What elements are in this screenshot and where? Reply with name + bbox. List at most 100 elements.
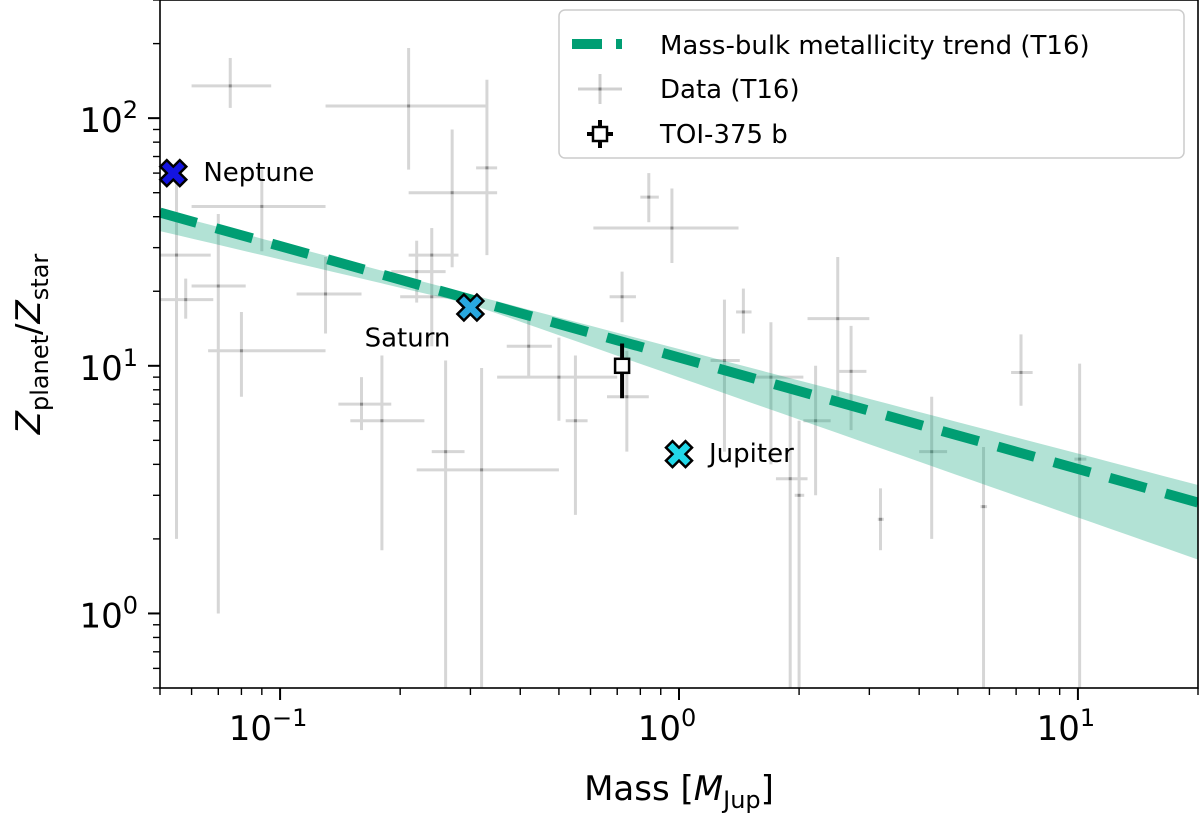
data-point-marker xyxy=(836,317,840,321)
data-point-marker xyxy=(430,295,434,299)
data-point xyxy=(350,355,425,551)
y-tick-exponent: 2 xyxy=(123,96,138,124)
data-point xyxy=(980,447,988,688)
x-axis-label-close: ] xyxy=(761,769,774,809)
data-point-marker xyxy=(879,517,883,521)
planet-jupiter xyxy=(664,439,694,469)
x-tick-label: 100 xyxy=(638,704,697,749)
y-tick-label: 102 xyxy=(79,96,138,141)
data-point-marker xyxy=(1019,370,1023,374)
y-axis-label-sub2: star xyxy=(26,254,54,301)
data-point-marker xyxy=(741,310,745,314)
data-point xyxy=(609,271,636,323)
data-point xyxy=(807,257,870,397)
data-point xyxy=(1011,334,1033,406)
data-point-marker xyxy=(722,359,726,363)
data-point xyxy=(208,311,326,397)
y-tick-label: 100 xyxy=(79,591,138,636)
x-axis-label-main: Mass [ xyxy=(584,769,694,809)
x-tick-base: 10 xyxy=(229,709,272,749)
data-point-marker xyxy=(480,468,484,472)
legend: Mass-bulk metallicity trend (T16) Data (… xyxy=(558,9,1185,159)
data-point-marker xyxy=(769,375,773,379)
x-axis: 10−1 100 101 xyxy=(159,688,1199,749)
data-point xyxy=(431,360,465,688)
legend-data-label: Data (T16) xyxy=(660,75,800,105)
data-point-marker xyxy=(849,369,853,373)
planet-jupiter-label: Jupiter xyxy=(707,439,794,469)
data-point xyxy=(794,420,805,688)
planet-neptune-label: Neptune xyxy=(203,158,314,188)
data-point xyxy=(296,257,362,334)
data-point-marker xyxy=(380,419,384,423)
data-point-marker xyxy=(670,226,674,230)
data-point xyxy=(775,383,808,688)
data-point xyxy=(191,214,246,614)
solar-planets-group: Neptune Saturn Jupiter xyxy=(158,158,794,469)
trend-line xyxy=(160,207,1198,508)
data-point-marker xyxy=(814,419,818,423)
data-point xyxy=(325,47,487,170)
x-tick-exponent: 0 xyxy=(681,704,696,732)
data-point-marker xyxy=(239,349,243,353)
data-point-marker xyxy=(620,295,624,299)
x-tick-base: 10 xyxy=(1037,709,1080,749)
data-point-marker xyxy=(527,344,531,348)
data-point xyxy=(160,176,211,539)
data-point-marker xyxy=(324,292,328,296)
y-axis-label-z1: Z xyxy=(9,410,49,435)
data-point xyxy=(497,337,618,421)
legend-trend-label: Mass-bulk metallicity trend (T16) xyxy=(660,31,1090,61)
data-point xyxy=(837,325,867,431)
data-point-marker xyxy=(557,375,561,379)
toi-375b-group xyxy=(613,343,631,399)
data-point xyxy=(877,488,884,551)
y-tick-label: 101 xyxy=(79,344,138,389)
planet-saturn-label: Saturn xyxy=(365,323,451,353)
x-tick-base: 10 xyxy=(638,709,681,749)
data-point xyxy=(160,278,214,319)
data-point-marker xyxy=(450,191,454,195)
legend-toi-marker xyxy=(591,125,609,143)
planet-jupiter-marker xyxy=(664,439,694,469)
data-point xyxy=(736,288,752,334)
legend-toi-label: TOI-375 b xyxy=(659,120,788,150)
y-axis-label-z2: Z xyxy=(9,300,49,325)
y-axis-label: Zplanet/Zstar xyxy=(9,254,54,436)
data-point-marker xyxy=(573,419,577,423)
legend-box xyxy=(558,9,1185,159)
data-point-marker xyxy=(360,402,364,406)
data-point xyxy=(191,57,272,108)
y-tick-exponent: 0 xyxy=(123,591,138,619)
x-axis-label-symbol: M xyxy=(694,769,723,809)
y-tick-base: 10 xyxy=(79,101,122,141)
data-point-marker xyxy=(797,493,801,497)
data-point xyxy=(506,315,552,378)
data-point-marker xyxy=(982,505,986,509)
data-point-marker xyxy=(216,284,220,288)
data-point-marker xyxy=(647,195,651,199)
x-tick-exponent: 1 xyxy=(1080,704,1095,732)
data-point xyxy=(391,240,446,303)
data-point xyxy=(408,129,498,268)
data-point xyxy=(416,367,559,688)
data-point-marker xyxy=(175,253,179,257)
toi-375b-marker xyxy=(613,357,631,375)
data-point xyxy=(919,396,948,539)
x-tick-exponent: −1 xyxy=(272,704,307,732)
data-point-marker xyxy=(930,450,934,454)
y-tick-base: 10 xyxy=(79,596,122,636)
planet-saturn xyxy=(455,292,486,323)
data-point xyxy=(640,173,659,223)
y-tick-base: 10 xyxy=(79,349,122,389)
trend-group xyxy=(160,207,1198,560)
data-point xyxy=(476,79,498,256)
x-tick-label: 10−1 xyxy=(229,704,308,749)
x-axis-label: Mass [MJup] xyxy=(584,769,774,813)
planet-neptune-marker xyxy=(158,158,189,188)
data-point xyxy=(710,299,740,452)
planet-neptune xyxy=(158,158,189,188)
data-point-marker xyxy=(1078,457,1082,461)
data-point-marker xyxy=(430,253,434,257)
